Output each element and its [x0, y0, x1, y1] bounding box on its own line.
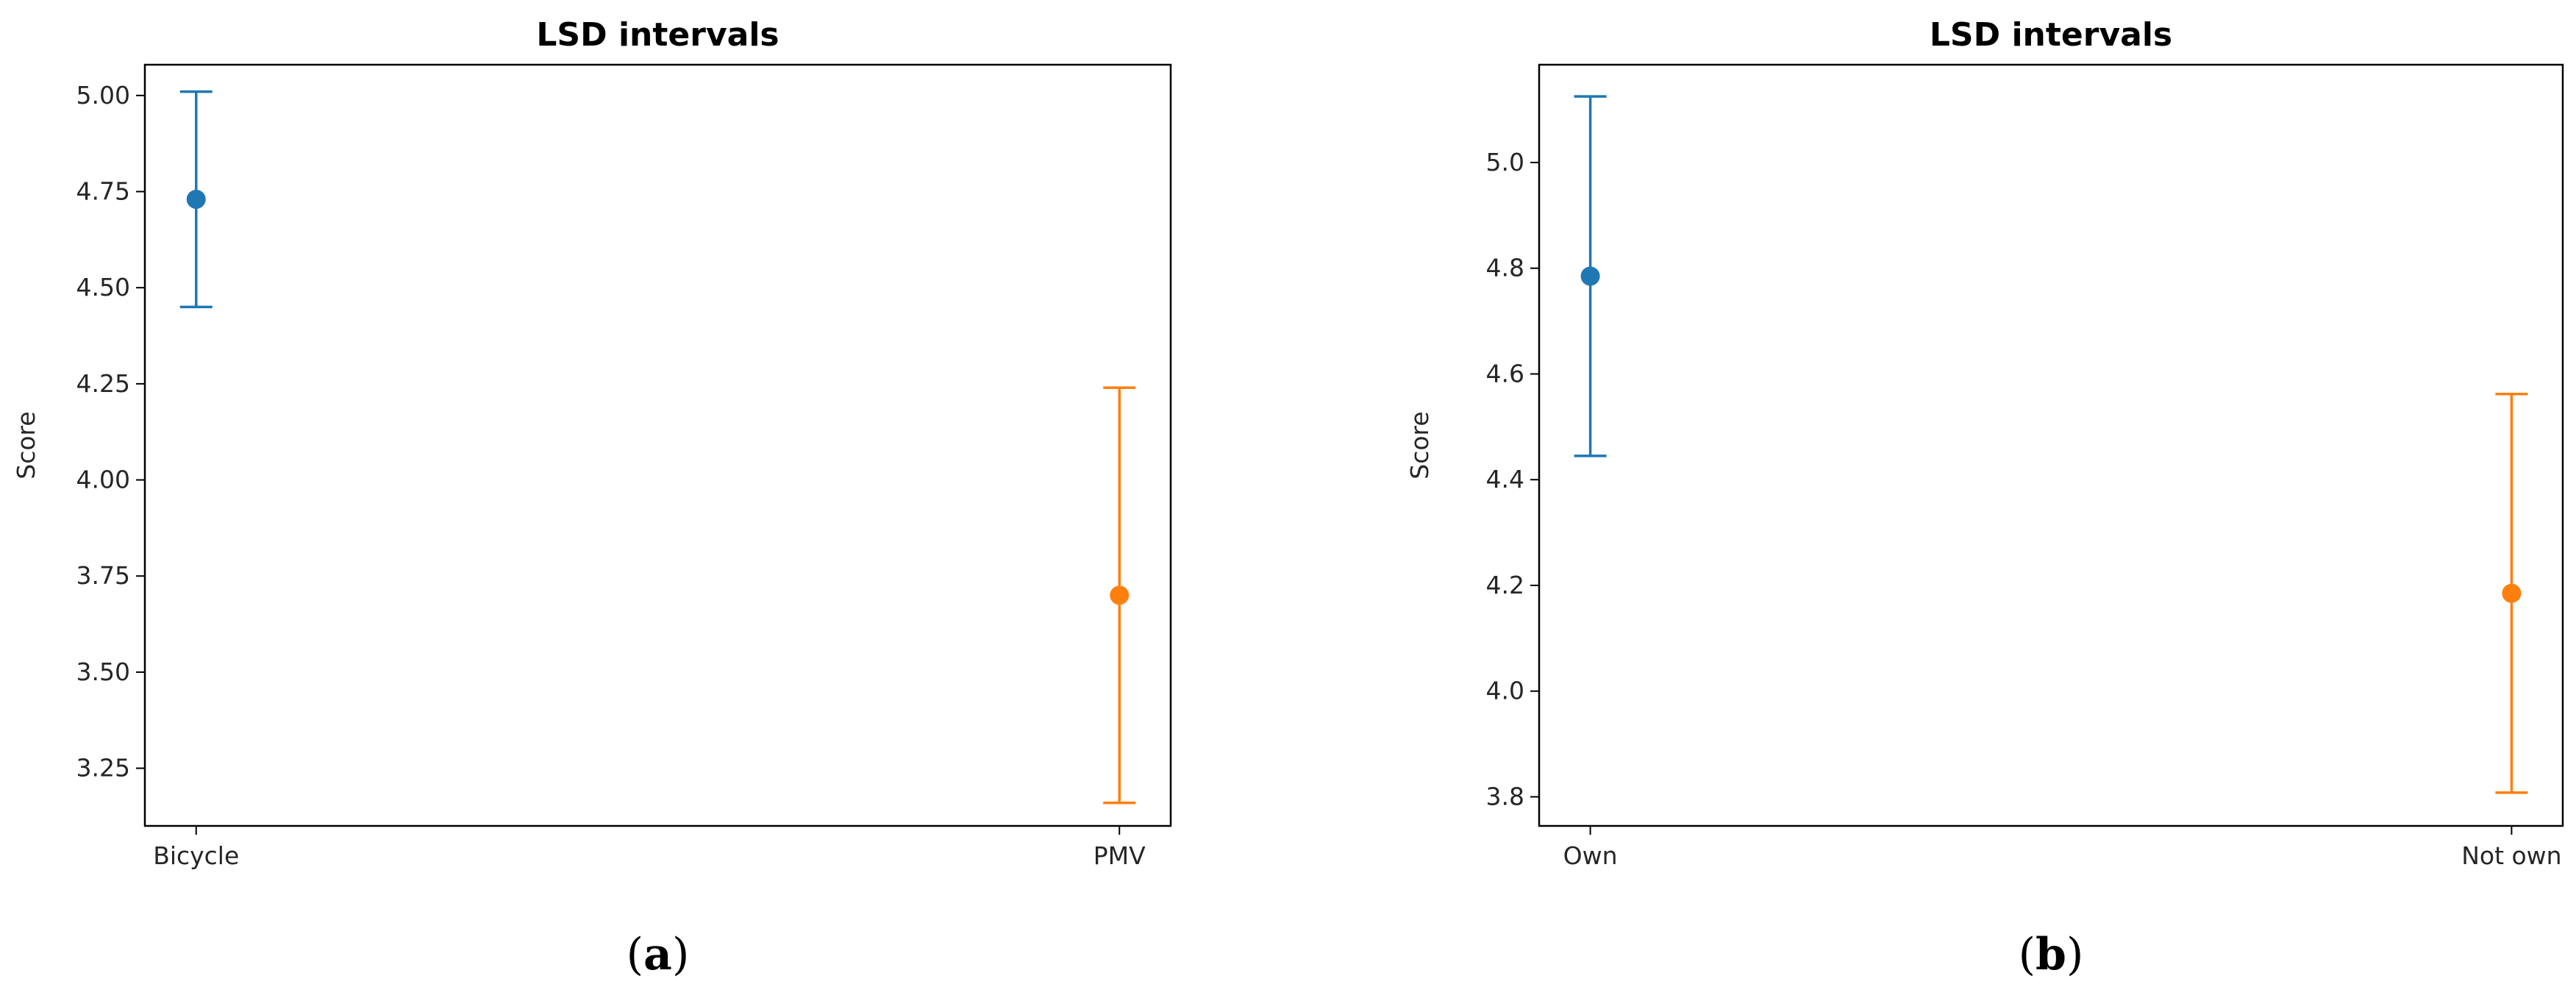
x-tick-label: Not own	[2461, 841, 2561, 870]
y-tick-label: 4.25	[76, 369, 130, 398]
y-tick-label: 4.2	[1486, 571, 1524, 599]
x-tick-label: Bicycle	[153, 841, 239, 870]
y-tick-label: 3.75	[76, 561, 130, 590]
panel-label-suffix: )	[2066, 929, 2083, 980]
panel-label-suffix: )	[672, 929, 689, 980]
y-tick-label: 3.8	[1486, 782, 1524, 810]
y-tick-label: 4.50	[76, 273, 130, 302]
y-tick-label: 5.00	[76, 81, 130, 110]
y-tick-label: 4.75	[76, 177, 130, 206]
y-tick-label: 5.0	[1486, 148, 1524, 177]
x-axis-ticks: Own Not own	[1563, 826, 2562, 870]
panel-label-prefix: (	[2019, 929, 2036, 980]
x-axis-ticks: Bicycle PMV	[153, 826, 1146, 870]
mean-point	[1580, 266, 1600, 286]
panel-label: (b)	[2019, 929, 2084, 980]
data-marks	[179, 90, 1136, 805]
panel-label: (a)	[627, 929, 690, 980]
y-tick-label: 4.4	[1486, 465, 1524, 493]
plot-area	[1538, 63, 2564, 827]
y-tick-label: 4.00	[76, 466, 130, 494]
chart-title: LSD intervals	[536, 16, 779, 54]
x-tick-label: Own	[1563, 841, 1618, 870]
mean-point	[1110, 585, 1130, 605]
y-tick-label: 4.6	[1486, 359, 1524, 388]
x-tick-label: PMV	[1093, 841, 1146, 870]
plot-area	[143, 63, 1172, 827]
y-axis-ticks: 3.25 3.50 3.75 4.00 4.25 4.50 4.75 5.00	[76, 81, 145, 783]
panel-label-letter: a	[643, 929, 672, 980]
y-axis-label: Score	[1405, 411, 1434, 479]
mean-point	[2502, 583, 2522, 603]
y-axis-label: Score	[12, 411, 40, 479]
y-tick-label: 4.8	[1486, 254, 1524, 282]
y-tick-label: 3.50	[76, 657, 130, 686]
mean-point	[186, 189, 206, 209]
chart-title: LSD intervals	[1930, 16, 2172, 54]
chart-panel-b: LSD intervals Score 3.8 4.0 4.2 4.4 4.6 4.8 5.…	[1405, 16, 2564, 980]
panel-label-letter: b	[2036, 929, 2066, 980]
data-marks	[1574, 95, 2528, 794]
y-tick-label: 4.0	[1486, 677, 1524, 705]
panel-label-prefix: (	[627, 929, 643, 980]
y-axis-ticks: 3.8 4.0 4.2 4.4 4.6 4.8 5.0	[1486, 148, 1539, 810]
y-tick-label: 3.25	[76, 754, 130, 783]
chart-panel-a: LSD intervals Score 3.25 3.50 3.75 4.00 4.25…	[12, 16, 1172, 980]
